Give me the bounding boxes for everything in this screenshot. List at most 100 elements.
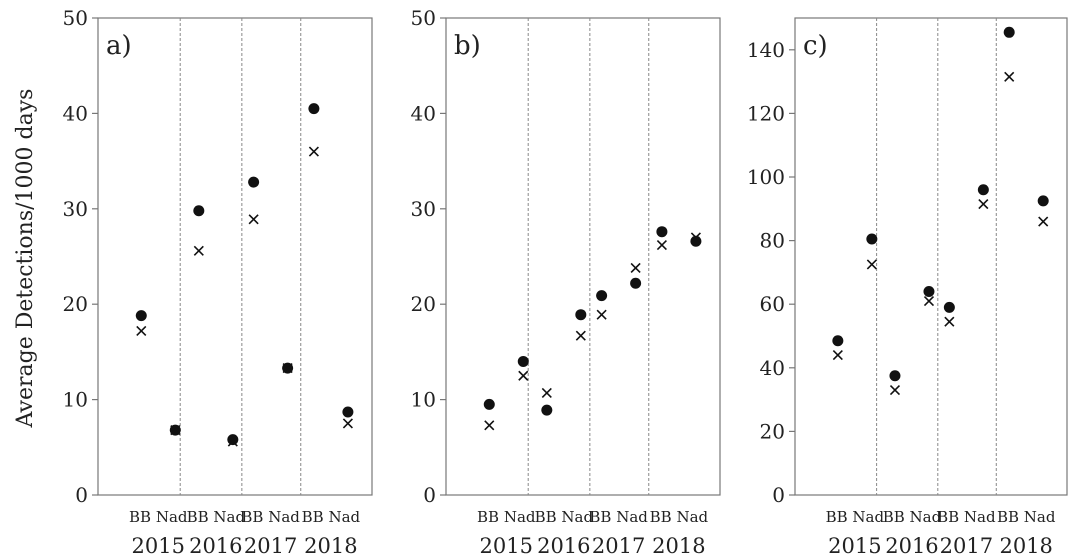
cross-stroke [282,363,293,374]
year-label: 2015 [480,534,533,558]
year-label: 2016 [885,534,938,558]
data-point-cross [944,316,955,327]
y-tick-label: 100 [747,165,785,189]
data-point-dot [227,434,239,446]
y-tick-label: 50 [411,6,436,30]
data-point-dot [630,277,642,289]
year-label: 2016 [189,534,242,558]
data-point-cross [342,418,353,429]
cross-stroke [248,214,259,225]
data-point-cross [484,420,495,431]
data-point-cross [170,425,181,436]
data-point-cross [518,370,529,381]
cross-stroke [923,295,935,307]
data-point-dot [308,103,320,115]
data-point-dot [1003,26,1015,38]
panel-title: a) [106,31,132,61]
data-point-dot [690,235,702,247]
y-tick-label: 0 [772,483,785,507]
year-label: 2018 [652,534,705,558]
year-label: 2015 [132,534,185,558]
year-label: 2018 [304,534,357,558]
y-tick-label: 80 [760,229,785,253]
year-label: 2016 [537,534,590,558]
group-label: BB Nad [129,508,188,526]
y-tick-label: 10 [63,388,88,412]
data-point-dot [596,290,608,302]
cross-stroke [308,146,319,157]
data-point-cross [889,384,901,396]
cross-stroke [1038,216,1049,227]
data-point-dot [248,176,260,188]
cross-stroke [170,425,181,436]
y-tick-label: 20 [760,419,785,443]
y-tick-label: 30 [63,197,88,221]
data-point-dot [342,406,354,418]
y-axis-label: Average Detections/1000 days [13,89,38,429]
panel-title: c) [803,31,828,61]
y-tick-label: 50 [63,6,88,30]
data-point-cross [978,198,989,210]
data-point-dot [517,355,529,367]
cross-stroke [575,330,586,341]
y-tick-label: 0 [423,483,436,507]
plot-frame [445,17,721,496]
data-point-dot [943,301,955,313]
data-point-dot [889,370,901,382]
data-point-cross [866,259,877,270]
data-point-dot [541,404,553,416]
data-point-cross [1038,216,1049,227]
y-tick-label: 40 [760,356,785,380]
group-label: BB Nad [650,508,709,526]
cross-stroke [518,370,529,381]
cross-stroke [978,198,989,210]
cross-stroke [832,350,843,361]
plot-frame [794,17,1068,496]
cross-stroke [630,262,641,274]
y-tick-label: 10 [411,388,436,412]
cross-stroke [484,420,495,431]
group-label: BB Nad [883,508,942,526]
data-point-dot [832,335,844,347]
group-label: BB Nad [302,508,361,526]
data-point-cross [1004,71,1015,82]
data-point-cross [575,330,586,341]
year-label: 2017 [940,534,993,558]
group-label: BB Nad [187,508,246,526]
group-label: BB Nad [477,508,536,526]
data-point-dot [923,285,935,297]
cross-stroke [889,384,901,396]
year-label: 2017 [592,534,645,558]
cross-stroke [1004,71,1015,82]
group-label: BB Nad [937,508,996,526]
cross-stroke [227,436,238,447]
data-point-cross [630,262,641,274]
cross-stroke [596,309,607,320]
group-label: BB Nad [241,508,300,526]
y-tick-label: 20 [63,292,88,316]
data-point-cross [596,309,607,320]
cross-stroke [342,418,353,429]
data-point-dot [483,398,495,410]
year-label: 2015 [828,534,881,558]
data-point-cross [308,146,319,157]
data-point-cross [541,387,552,398]
data-point-cross [832,350,843,361]
cross-stroke [866,259,877,270]
cross-stroke [656,239,667,251]
data-point-cross [136,325,147,336]
y-tick-label: 30 [411,197,436,221]
y-tick-label: 40 [63,101,88,125]
data-point-dot [575,309,587,321]
cross-stroke [541,387,552,398]
y-tick-label: 40 [411,101,436,125]
data-point-dot [866,233,878,245]
y-tick-label: 120 [747,101,785,125]
cross-stroke [944,316,955,327]
data-point-dot [1037,195,1049,207]
y-tick-label: 140 [747,38,785,62]
